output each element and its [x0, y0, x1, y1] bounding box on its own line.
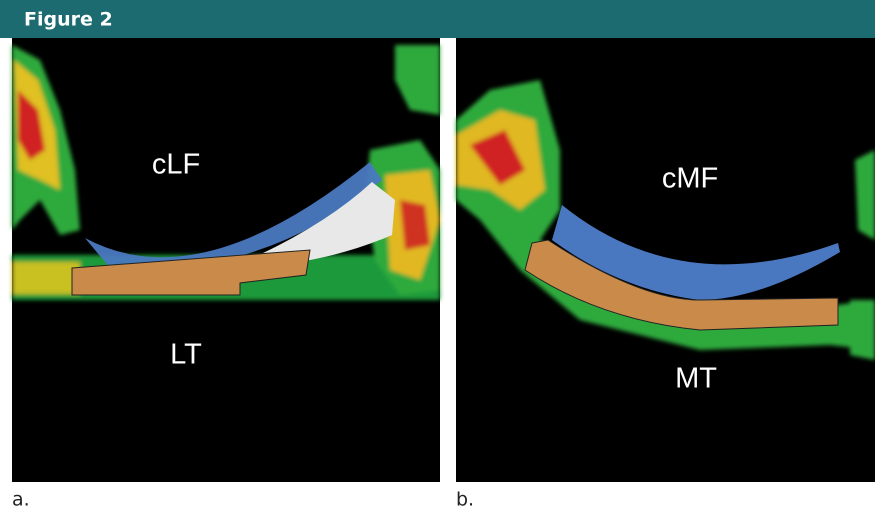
- panel-b: cMF MT: [456, 38, 875, 482]
- page: Figure 2 cLF LT cM: [0, 0, 875, 514]
- panel-caption: b.: [456, 489, 474, 511]
- region-label: cMF: [662, 163, 718, 195]
- panel-caption: a.: [12, 489, 30, 511]
- blob: [855, 150, 875, 240]
- region-label: MT: [675, 363, 717, 395]
- region-label: cLF: [152, 149, 200, 181]
- header-bar: [0, 0, 875, 38]
- region-label: LT: [170, 339, 202, 371]
- figure-title: Figure 2: [24, 9, 113, 31]
- band: [12, 262, 80, 294]
- panel-a: cLF LT: [12, 38, 440, 482]
- blob: [850, 300, 875, 360]
- figure: Figure 2 cLF LT cM: [0, 0, 875, 514]
